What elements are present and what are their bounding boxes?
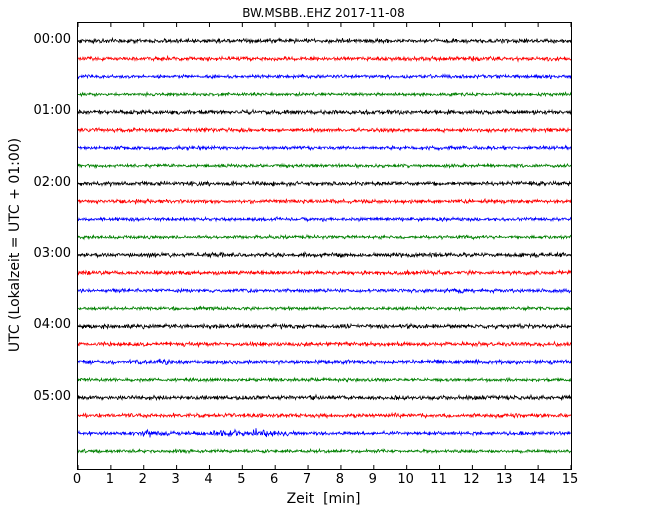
x-tick-label: 2 [138, 472, 147, 487]
seismogram-trace-0015 [78, 54, 571, 63]
plot-area [77, 22, 572, 470]
plot-title: BW.MSBB..EHZ 2017-11-08 [242, 6, 405, 20]
seismogram-trace-0545 [78, 447, 571, 455]
y-tick-label: 03:00 [33, 245, 71, 261]
x-tick-label: 0 [72, 472, 82, 487]
seismogram-trace-0200 [78, 179, 571, 188]
x-tick-label: 4 [204, 472, 213, 487]
trace-canvas [78, 23, 571, 469]
x-tick-label: 8 [335, 472, 345, 487]
x-tick-label: 10 [397, 472, 414, 487]
y-tick-label: 00:00 [33, 31, 71, 47]
y-tick-label: 01:00 [33, 103, 71, 119]
seismogram-trace-0130 [78, 144, 571, 152]
y-tick-label: 02:00 [33, 174, 71, 190]
seismogram-trace-0400 [78, 322, 571, 330]
seismogram-trace-0315 [78, 269, 571, 277]
seismogram-trace-0330 [78, 287, 571, 295]
seismogram-trace-0045 [78, 90, 571, 98]
seismogram-trace-0215 [78, 197, 571, 206]
x-tick-label: 9 [368, 472, 377, 487]
x-axis-label: Zeit [min] [286, 491, 361, 507]
x-tick-label: 7 [302, 472, 312, 487]
y-tick-label: 05:00 [33, 388, 71, 404]
x-tick-label: 14 [528, 472, 546, 487]
x-tick-label: 12 [463, 472, 480, 487]
x-tick-label: 1 [105, 472, 114, 487]
seismogram-trace-0345 [78, 305, 571, 312]
y-axis-tick-labels: 00:00 01:00 02:00 03:00 04:00 05:00 [0, 0, 71, 520]
seismogram-trace-0145 [78, 162, 571, 170]
x-axis-tick-labels: 0 1 2 3 4 5 6 7 8 9 10 11 12 13 14 15 [73, 472, 578, 488]
seismogram-trace-0030 [78, 73, 571, 81]
y-tick-label: 04:00 [33, 317, 71, 333]
seismogram-trace-0245 [78, 233, 571, 241]
x-tick-label: 5 [237, 472, 246, 487]
seismogram-trace-0530 [78, 428, 571, 438]
seismogram-trace-0500 [78, 393, 571, 402]
seismogram-trace-0115 [78, 126, 571, 134]
x-tick-label: 11 [430, 472, 447, 487]
seismogram-trace-0430 [78, 358, 571, 366]
x-tick-label: 6 [270, 472, 279, 487]
x-tick-label: 3 [171, 472, 180, 487]
seismogram-trace-0100 [78, 108, 571, 116]
seismogram-trace-0300 [78, 250, 571, 259]
seismogram-trace-0515 [78, 411, 571, 420]
x-tick-label: 15 [561, 472, 579, 487]
seismogram-trace-0000 [78, 36, 571, 45]
x-tick-label: 13 [495, 472, 513, 487]
seismogram-trace-0445 [78, 376, 571, 384]
seismogram-trace-0415 [78, 340, 571, 349]
seismogram-trace-0230 [78, 215, 571, 223]
